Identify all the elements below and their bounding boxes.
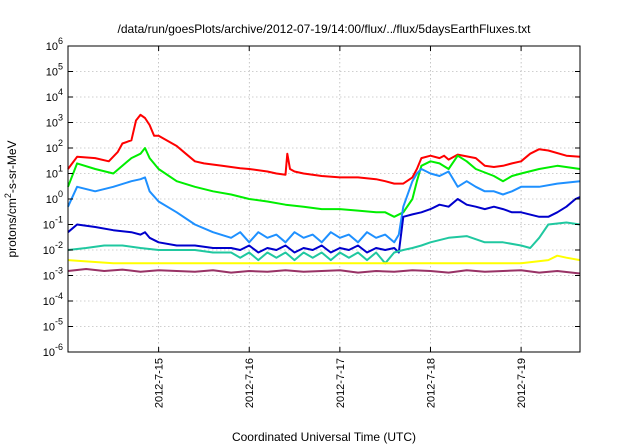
series-layer	[67, 113, 581, 275]
series-line-6	[67, 254, 581, 265]
y-tick-label: 10-5	[43, 317, 63, 334]
y-tick-label: 100	[46, 189, 63, 206]
grid-layer	[68, 46, 580, 352]
series-line-5	[67, 221, 581, 265]
y-tick-label: 10-1	[43, 215, 63, 232]
y-axis-label-superscript: 2	[3, 193, 13, 198]
x-tick-label: 2012-7-18	[425, 358, 437, 408]
y-axis-label-unit: -s-sr-MeV	[5, 140, 19, 193]
series-line-1	[67, 113, 581, 185]
y-tick-label: 105	[46, 62, 63, 79]
y-tick-label: 104	[46, 87, 63, 104]
y-tick-label: 103	[46, 113, 63, 130]
x-tick-label: 2012-7-16	[244, 358, 256, 408]
series-line-2	[67, 147, 581, 218]
x-tick-label: 2012-7-15	[154, 358, 166, 408]
y-tick-label: 10-4	[43, 291, 63, 308]
x-tick-label: 2012-7-19	[516, 358, 528, 408]
y-tick-label: 10-2	[43, 240, 63, 257]
y-tick-label: 10-6	[43, 342, 63, 359]
x-tick-label: 2012-7-17	[335, 358, 347, 408]
y-tick-label: 102	[46, 138, 63, 155]
chart-title: /data/run/goesPlots/archive/2012-07-19/1…	[118, 22, 532, 36]
y-tick-label: 101	[46, 164, 63, 181]
series-line-7	[67, 268, 581, 275]
y-tick-label: 106	[46, 36, 63, 53]
y-axis-label: protons/cm2-s-sr-MeV	[3, 140, 19, 257]
series-line-4	[67, 196, 581, 254]
x-axis-label: Coordinated Universal Time (UTC)	[232, 430, 416, 444]
series-line-3	[67, 168, 581, 244]
ticks-layer: 10-6 10-5 10-4 10-3 10-2 10-1 100 101 102 103 104 1…	[43, 36, 580, 408]
y-tick-label: 10-3	[43, 266, 63, 283]
y-axis-label-main: protons/cm	[5, 198, 19, 257]
